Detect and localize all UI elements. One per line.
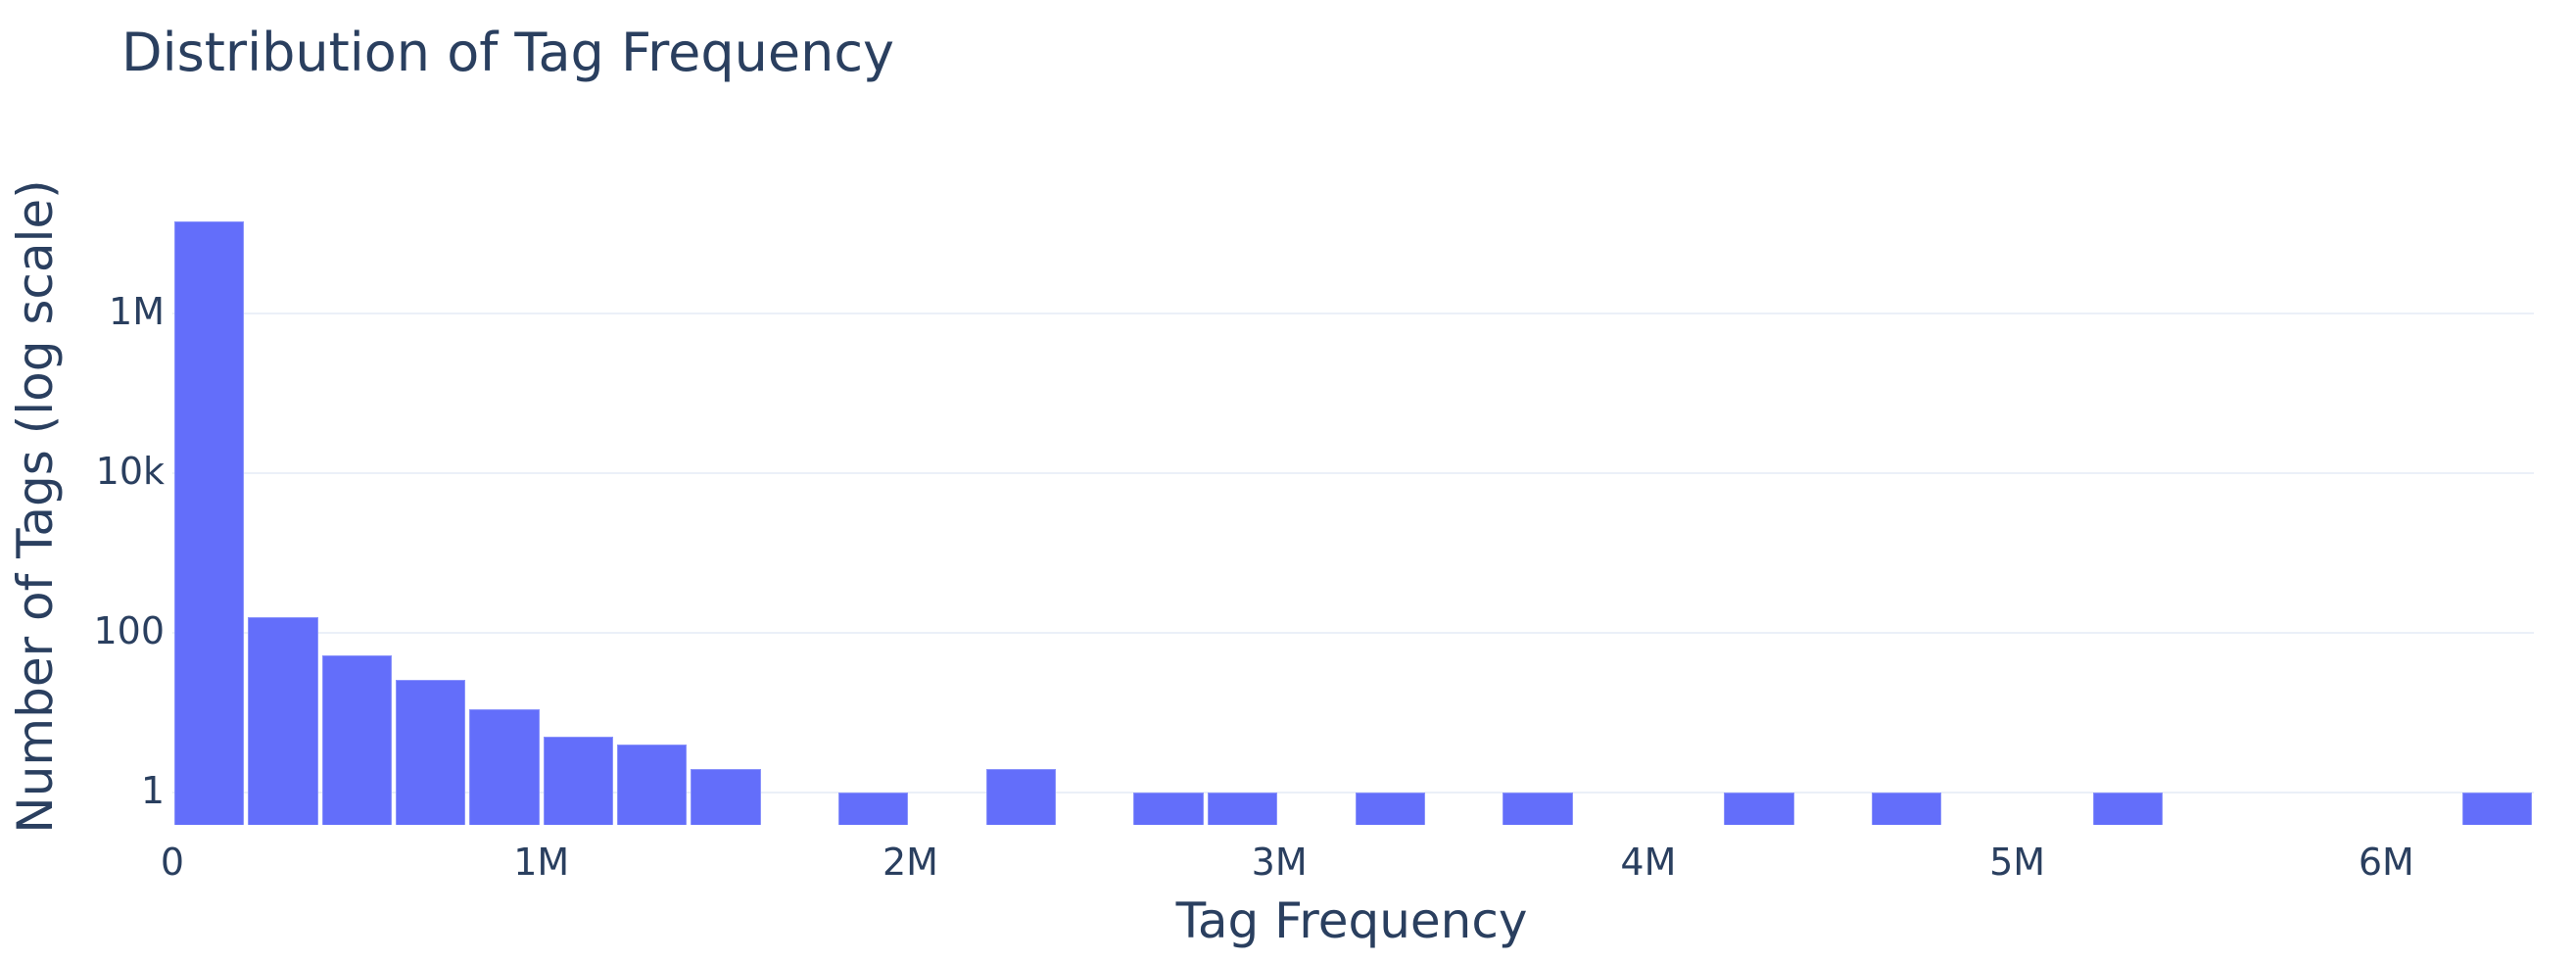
chart-title: Distribution of Tag Frequency (121, 22, 894, 83)
histogram-bar[interactable] (1724, 793, 1794, 825)
histogram-bar[interactable] (838, 793, 909, 825)
y-tick-label: 1 (140, 769, 165, 813)
histogram-bar[interactable] (1355, 793, 1425, 825)
histogram-bar[interactable] (2092, 793, 2164, 825)
x-tick-label: 2M (882, 841, 938, 884)
histogram-bar[interactable] (1133, 793, 1204, 825)
y-gridline (172, 792, 2534, 794)
histogram-bar[interactable] (1503, 793, 1573, 825)
x-tick-label: 5M (1989, 841, 2046, 884)
x-tick-label: 0 (160, 841, 185, 884)
histogram-bar[interactable] (617, 745, 688, 825)
histogram-bar[interactable] (543, 737, 614, 825)
histogram-bar[interactable] (321, 655, 393, 825)
x-tick-label: 6M (2358, 841, 2414, 884)
histogram-bar[interactable] (691, 768, 761, 825)
histogram-bar[interactable] (469, 709, 540, 825)
x-tick-label: 1M (513, 841, 570, 884)
y-gridline (172, 472, 2534, 475)
x-tick-label: 3M (1251, 841, 1308, 884)
histogram-bar[interactable] (1871, 793, 1942, 825)
y-gridline (172, 632, 2534, 635)
histogram-bar[interactable] (1207, 793, 1278, 825)
y-tick-label: 1M (109, 289, 165, 333)
y-axis-title: Number of Tags (log scale) (7, 179, 64, 834)
histogram-bar[interactable] (174, 221, 245, 825)
x-axis-title: Tag Frequency (1175, 892, 1528, 949)
y-tick-label: 10k (95, 450, 165, 494)
y-tick-label: 100 (93, 609, 165, 653)
histogram-bar[interactable] (396, 679, 466, 825)
plot-area (172, 196, 2534, 825)
x-tick-label: 4M (1620, 841, 1677, 884)
histogram-bar[interactable] (985, 768, 1057, 825)
histogram-bar[interactable] (248, 616, 318, 825)
histogram-bar[interactable] (2461, 793, 2532, 825)
y-gridline (172, 312, 2534, 314)
